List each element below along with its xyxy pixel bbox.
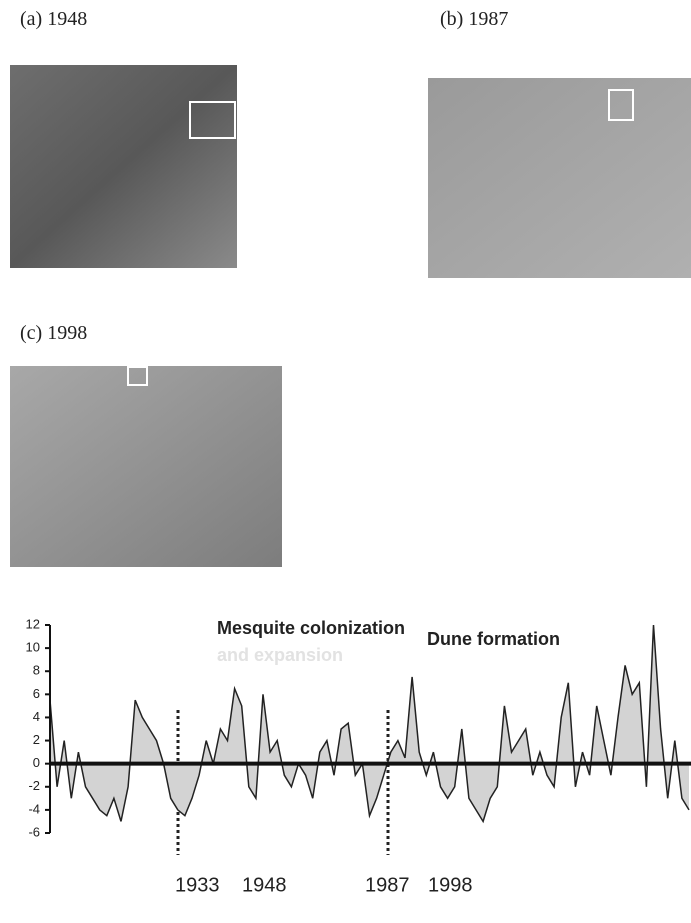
panel-label: (c) 1998 xyxy=(20,322,88,344)
aerial-photo xyxy=(428,78,691,278)
year-label: 1987 xyxy=(365,874,410,896)
y-tick-label: 0 xyxy=(33,755,40,770)
aerial-photo xyxy=(10,65,237,268)
y-tick-label: 6 xyxy=(33,686,40,701)
y-tick-label: -4 xyxy=(28,801,40,816)
y-tick-label: 2 xyxy=(33,732,40,747)
annotation: Dune formation xyxy=(427,629,560,649)
y-tick-label: 8 xyxy=(33,663,40,678)
year-label: 1998 xyxy=(428,874,473,896)
study-box xyxy=(189,101,236,139)
y-tick-label: 4 xyxy=(33,709,40,724)
panel-label: (a) 1948 xyxy=(20,8,88,30)
year-label: 1948 xyxy=(242,874,287,896)
annotation: and expansion xyxy=(217,645,343,665)
y-tick-label: 12 xyxy=(26,616,40,631)
panel-label: (b) 1987 xyxy=(440,8,509,30)
y-tick-label: -2 xyxy=(28,778,40,793)
study-box xyxy=(608,89,634,121)
annotation: Mesquite colonization xyxy=(217,618,405,638)
study-box xyxy=(127,366,148,386)
y-tick-label: -6 xyxy=(28,824,40,839)
aerial-photo xyxy=(10,366,282,567)
line xyxy=(49,624,690,824)
y-tick-label: 10 xyxy=(26,640,40,655)
year-label: 1933 xyxy=(175,874,220,896)
